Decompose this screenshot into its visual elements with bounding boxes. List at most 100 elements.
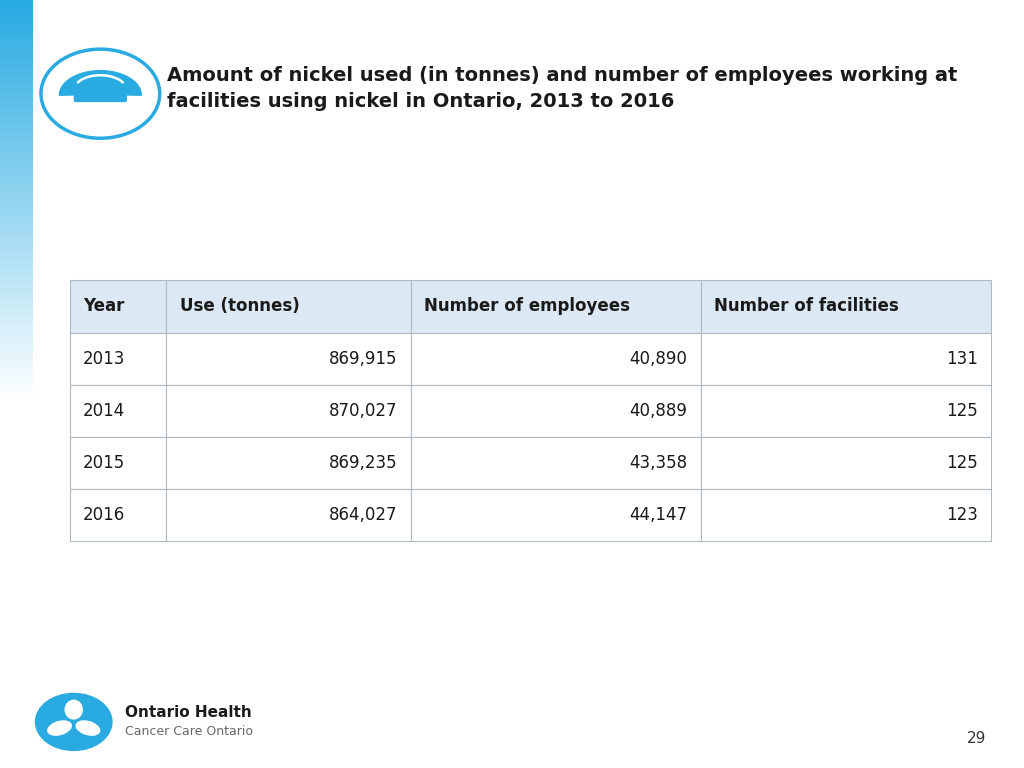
Bar <box>0 361 33 369</box>
Bar <box>0 31 33 38</box>
Bar <box>0 269 33 276</box>
Bar <box>0 292 33 300</box>
Bar <box>0 115 33 123</box>
Bar <box>0 707 33 714</box>
Bar <box>0 760 33 768</box>
Bar <box>0 553 33 561</box>
Bar <box>0 645 33 653</box>
Bar <box>166 489 411 541</box>
Text: 40,890: 40,890 <box>630 349 687 368</box>
Circle shape <box>41 49 160 138</box>
Bar <box>0 668 33 676</box>
Bar <box>0 730 33 737</box>
Text: 2013: 2013 <box>83 349 125 368</box>
Bar <box>0 138 33 146</box>
Bar <box>0 384 33 392</box>
Bar <box>700 333 991 385</box>
Bar <box>166 385 411 437</box>
Bar <box>0 184 33 192</box>
Bar <box>0 131 33 138</box>
Bar <box>0 84 33 92</box>
Polygon shape <box>59 71 141 95</box>
Bar <box>0 23 33 31</box>
Bar <box>700 437 991 489</box>
Bar <box>0 154 33 161</box>
Bar <box>0 607 33 614</box>
Bar <box>0 8 33 15</box>
Text: 869,915: 869,915 <box>329 349 397 368</box>
Bar <box>700 489 991 541</box>
Text: 40,889: 40,889 <box>630 402 687 420</box>
Bar <box>0 100 33 108</box>
Bar <box>0 338 33 346</box>
Bar <box>0 353 33 361</box>
Bar <box>0 699 33 707</box>
Bar <box>0 676 33 684</box>
Text: Number of employees: Number of employees <box>424 297 630 316</box>
Bar <box>0 545 33 553</box>
Bar <box>0 215 33 223</box>
Bar <box>0 200 33 207</box>
Bar <box>0 561 33 568</box>
Bar <box>0 422 33 430</box>
Bar <box>411 280 700 333</box>
Bar <box>0 399 33 407</box>
Bar <box>0 146 33 154</box>
Bar <box>0 276 33 284</box>
Bar <box>0 223 33 230</box>
Bar <box>0 445 33 453</box>
Bar <box>0 714 33 722</box>
Bar <box>0 430 33 438</box>
Bar <box>0 261 33 269</box>
Bar <box>70 489 166 541</box>
Text: Amount of nickel used (in tonnes) and number of employees working at: Amount of nickel used (in tonnes) and nu… <box>167 66 957 84</box>
Bar <box>0 468 33 476</box>
Bar <box>411 385 700 437</box>
Bar <box>411 333 700 385</box>
Bar <box>0 369 33 376</box>
Bar <box>0 499 33 507</box>
Bar <box>0 722 33 730</box>
Ellipse shape <box>47 720 72 736</box>
Bar <box>0 123 33 131</box>
Text: facilities using nickel in Ontario, 2013 to 2016: facilities using nickel in Ontario, 2013… <box>167 92 674 111</box>
Text: 2014: 2014 <box>83 402 125 420</box>
Bar <box>0 207 33 215</box>
Bar <box>0 538 33 545</box>
Bar <box>0 177 33 184</box>
Bar <box>0 453 33 461</box>
Bar <box>0 253 33 261</box>
Bar <box>0 346 33 353</box>
Bar <box>0 330 33 338</box>
Bar <box>0 476 33 484</box>
Bar <box>0 92 33 100</box>
Bar <box>166 280 411 333</box>
Bar <box>0 169 33 177</box>
Bar <box>0 591 33 599</box>
Bar <box>0 568 33 576</box>
Bar <box>0 507 33 515</box>
Ellipse shape <box>76 720 100 736</box>
Bar <box>166 333 411 385</box>
Bar <box>0 684 33 691</box>
Bar <box>0 61 33 69</box>
Text: Use (tonnes): Use (tonnes) <box>180 297 299 316</box>
Text: Year: Year <box>83 297 124 316</box>
Bar <box>0 515 33 522</box>
Bar <box>0 660 33 668</box>
Bar <box>0 753 33 760</box>
Text: 44,147: 44,147 <box>630 506 687 525</box>
Bar <box>0 614 33 622</box>
Text: 2016: 2016 <box>83 506 125 525</box>
Text: Ontario Health: Ontario Health <box>125 705 252 720</box>
Text: 29: 29 <box>967 731 986 746</box>
Bar <box>0 415 33 422</box>
Bar <box>0 38 33 46</box>
Bar <box>70 333 166 385</box>
Bar <box>0 630 33 637</box>
Bar <box>0 392 33 399</box>
Bar <box>0 284 33 292</box>
Bar <box>0 691 33 699</box>
Bar <box>70 437 166 489</box>
Bar <box>411 489 700 541</box>
